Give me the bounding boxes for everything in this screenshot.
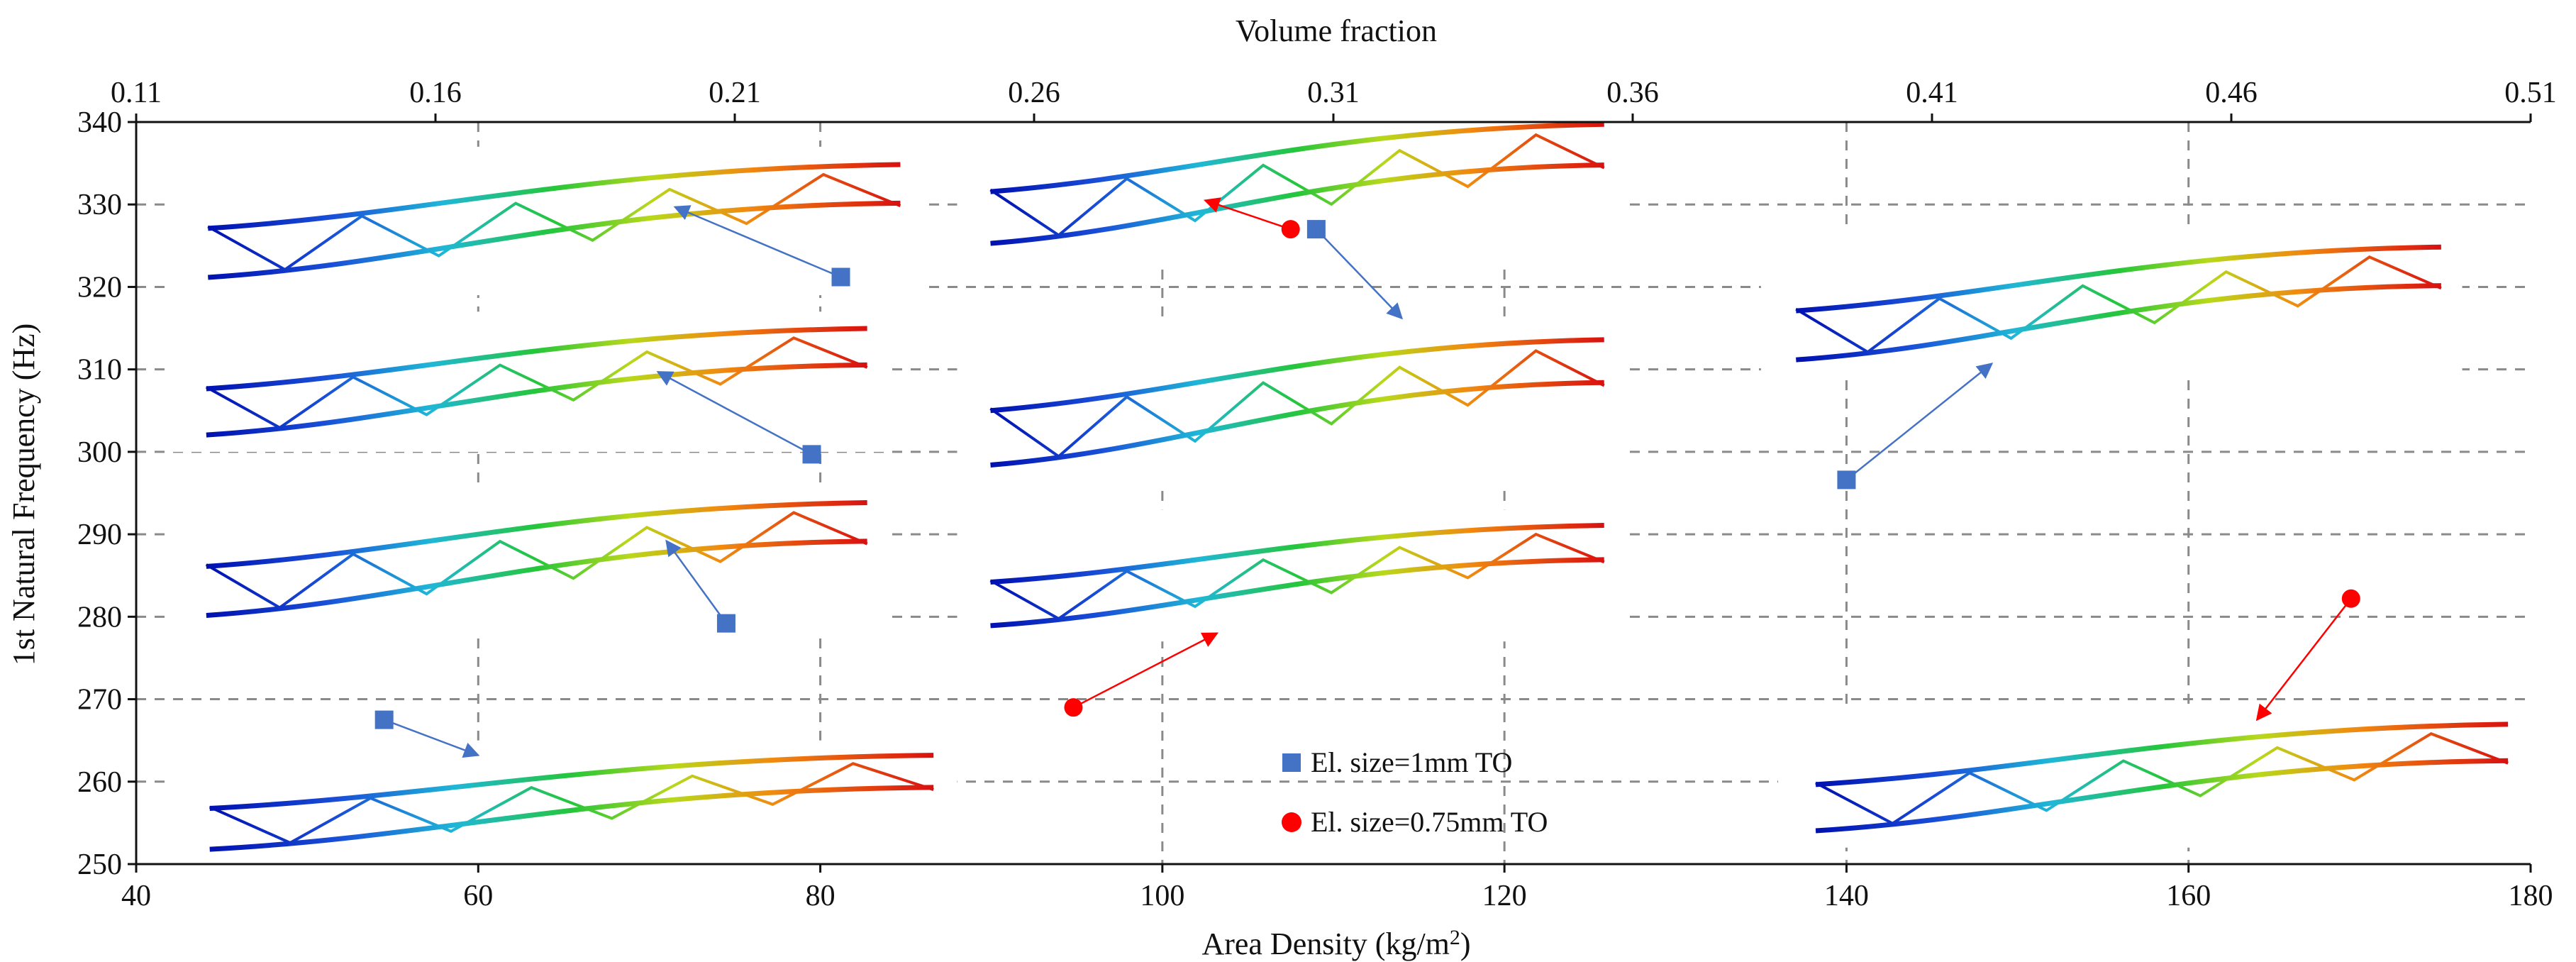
x-tick-label-120: 120 (1482, 880, 1527, 912)
y-tick-label-280: 280 (77, 601, 122, 634)
beam-truss-web (207, 172, 901, 272)
structure-image-3 (170, 485, 889, 634)
annotation-arrow-2 (665, 539, 727, 624)
beam-top-chord (209, 753, 934, 812)
y-tick-label-340: 340 (77, 106, 122, 139)
beam-truss-web (209, 762, 934, 845)
legend-marker-square (1282, 753, 1301, 772)
beam-truss-web (989, 349, 1605, 458)
top-tick-label-0.31: 0.31 (1307, 77, 1360, 109)
data-point-circle-1 (1064, 698, 1083, 717)
top-x-axis-title: Volume fraction (1236, 13, 1437, 48)
x-tick-label-140: 140 (1824, 880, 1869, 912)
annotation-arrow-3 (656, 371, 813, 455)
structure-image-4 (170, 740, 957, 864)
y-axis-title: 1st Natural Frequency (Hz) (6, 324, 41, 666)
y-tick-label-260: 260 (77, 766, 122, 799)
annotation-arrows (384, 197, 2352, 758)
beam-top-chord (990, 337, 1604, 414)
legend-label-1mm: El. size=1mm TO (1311, 746, 1512, 778)
annotation-arrow-5 (1315, 228, 1404, 320)
annotation-arrow-7 (1072, 632, 1219, 709)
y-tick-label-330: 330 (77, 189, 122, 221)
beam-truss-web (1795, 255, 2442, 354)
data-point-circle-3 (2341, 589, 2360, 608)
beam-top-chord (990, 121, 1604, 194)
beam-top-chord (990, 523, 1604, 585)
annotation-arrow-9 (2255, 597, 2352, 722)
x-tick-label-100: 100 (1140, 880, 1184, 912)
beam-top-chord (208, 162, 901, 231)
x-tick-label-60: 60 (463, 880, 493, 912)
data-point-square-6 (1837, 470, 1856, 490)
top-tick-label-0.21: 0.21 (709, 77, 761, 109)
data-point-square-1 (374, 710, 394, 729)
beam-truss-web (205, 511, 868, 609)
legend-label-0.75mm: El. size=0.75mm TO (1311, 806, 1548, 838)
beam-truss-web (989, 133, 1605, 238)
data-points (374, 220, 2360, 729)
beam-top-chord (206, 499, 867, 569)
legend-marker-circle (1282, 812, 1301, 832)
beam-truss-web (1815, 731, 2509, 826)
x-tick-label-180: 180 (2509, 880, 2553, 912)
data-point-square-5 (1306, 220, 1326, 239)
beam-top-chord (1815, 722, 2509, 787)
annotation-arrow-1 (384, 719, 480, 758)
data-point-square-3 (802, 445, 821, 464)
structure-image-5 (957, 105, 1624, 262)
beam-top-chord (206, 326, 867, 392)
beam-truss-web (989, 532, 1605, 621)
top-tick-label-0.51: 0.51 (2504, 77, 2557, 109)
structure-image-8 (1760, 229, 2463, 378)
top-tick-label-0.16: 0.16 (409, 77, 462, 109)
beam-top-chord (1796, 244, 2441, 314)
structure-image-7 (957, 509, 1624, 642)
y-tick-label-320: 320 (77, 271, 122, 304)
x-tick-label-80: 80 (806, 880, 835, 912)
y-tick-label-310: 310 (77, 354, 122, 387)
legend: El. size=1mm TO El. size=0.75mm TO (1282, 746, 1548, 838)
axes: 40 60 80 100 120 140 160 180 250 260 270 280 290 300 3… (77, 77, 2557, 912)
x-tick-label-40: 40 (121, 880, 151, 912)
data-point-square-4 (831, 267, 850, 287)
y-tick-label-270: 270 (77, 684, 122, 717)
annotation-arrow-8 (1204, 197, 1292, 231)
structure-image-2 (170, 311, 889, 452)
top-tick-label-0.46: 0.46 (2205, 77, 2258, 109)
top-tick-label-0.26: 0.26 (1008, 77, 1060, 109)
annotation-arrow-4 (673, 205, 841, 278)
y-tick-label-290: 290 (77, 519, 122, 551)
x-axis-title: Area Density (kg/m2) (1201, 926, 1470, 961)
y-tick-label-250: 250 (77, 848, 122, 881)
x-tick-label-160: 160 (2166, 880, 2211, 912)
structure-image-6 (957, 319, 1624, 485)
beam-truss-web (205, 336, 868, 430)
top-tick-label-0.41: 0.41 (1906, 77, 1958, 109)
structure-images (170, 105, 2531, 864)
structure-image-1 (170, 146, 923, 296)
structure-image-9 (1777, 707, 2531, 848)
top-tick-label-0.11: 0.11 (111, 77, 162, 109)
y-tick-label-300: 300 (77, 436, 122, 469)
annotation-arrow-6 (1845, 363, 1994, 481)
top-tick-label-0.36: 0.36 (1606, 77, 1659, 109)
data-point-circle-2 (1281, 220, 1300, 239)
data-point-square-2 (716, 614, 735, 633)
